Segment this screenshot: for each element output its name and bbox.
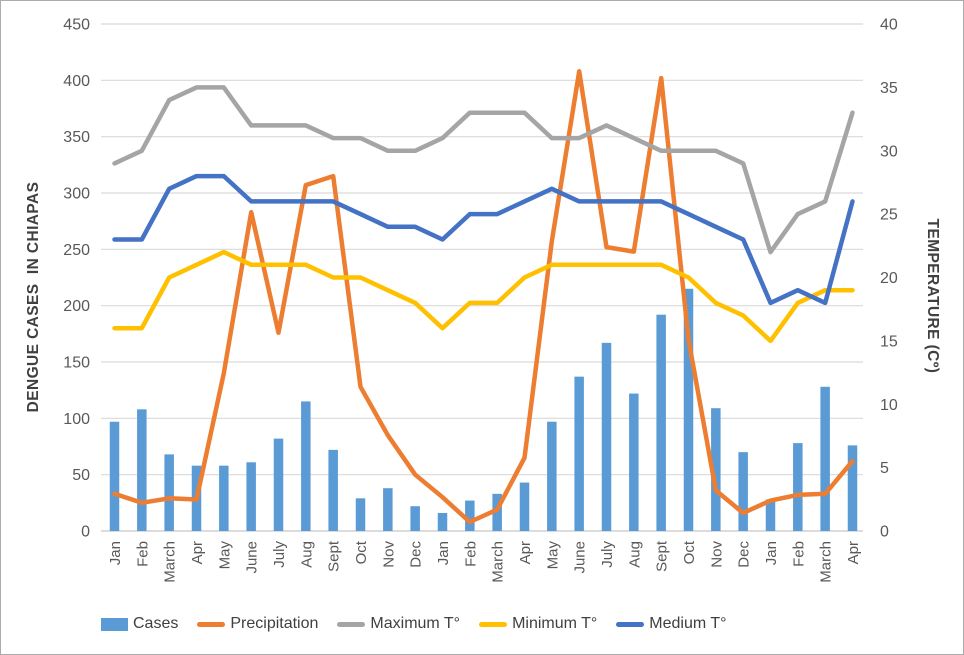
cases-bar (219, 465, 229, 531)
right-axis-tick-label: 5 (880, 460, 889, 477)
right-axis-tick-label: 15 (880, 333, 898, 350)
x-axis-label: July (599, 541, 616, 568)
left-axis-title: DENGUE CASES IN CHIAPAS (25, 182, 42, 413)
cases-bar (137, 409, 147, 531)
legend-label: Maximum T° (370, 615, 461, 632)
legend-label: Precipitation (230, 615, 319, 632)
x-axis-label: Apr (517, 541, 534, 564)
medium-t-swatch-icon (616, 621, 645, 627)
x-axis-label: Feb (790, 541, 807, 567)
minimum-t-line (112, 249, 855, 344)
right-axis-tick-label: 25 (880, 207, 898, 224)
x-axis-label: Jan (763, 541, 780, 565)
cases-bar (793, 443, 803, 531)
cases-bar (246, 462, 256, 531)
legend-item-precipitation[interactable]: Precipitation (197, 615, 318, 633)
x-axis-label: Apr (189, 541, 206, 564)
right-axis-title: TEMPERATURE (Cº) (924, 219, 941, 374)
left-axis-tick-label: 150 (63, 355, 90, 372)
left-axis-tick-label: 350 (63, 129, 90, 146)
maximum-t-line (112, 85, 855, 255)
cases-bar (492, 493, 502, 531)
left-axis-tick-label: 250 (63, 242, 90, 259)
precipitation-line (112, 69, 855, 525)
legend-item-medium-t[interactable]: Medium T° (616, 615, 727, 633)
x-axis-label: Sept (326, 540, 343, 572)
cases-bar (574, 376, 584, 531)
cases-bar (711, 408, 721, 531)
x-axis-label: March (162, 541, 179, 583)
cases-bar (738, 452, 748, 531)
x-axis-label: Aug (626, 541, 643, 568)
cases-bar (328, 449, 338, 531)
left-axis-tick-label: 300 (63, 186, 90, 203)
cases-bar (683, 288, 694, 531)
minimum-t-swatch-icon (479, 621, 508, 627)
x-axis-label: June (244, 541, 261, 574)
x-axis-label: Oct (681, 540, 698, 564)
cases-bar (519, 482, 530, 531)
x-axis-label: Dec (736, 541, 753, 568)
x-axis-label: Feb (462, 541, 479, 567)
right-axis-tick-label: 40 (880, 17, 898, 34)
x-axis-label: Sept (654, 540, 671, 572)
left-axis-tick-label: 50 (72, 467, 90, 484)
right-axis-tick-label: 0 (880, 524, 889, 541)
x-axis-label: Apr (845, 541, 862, 564)
chart-legend: Cases Precipitation Maximum T° Minimum T… (101, 610, 881, 638)
medium-t-line (112, 173, 855, 306)
x-axis-label: Oct (353, 540, 370, 564)
cases-bar (410, 506, 420, 531)
x-axis-label: Aug (298, 541, 315, 568)
x-axis-label: June (572, 541, 589, 574)
legend-label: Medium T° (649, 615, 727, 632)
x-axis-label: Jan (435, 541, 452, 565)
x-axis-label: July (271, 541, 288, 568)
x-axis-label: March (818, 541, 835, 583)
left-axis-tick-label: 100 (63, 411, 90, 428)
legend-label: Minimum T° (512, 615, 598, 632)
cases-bar (355, 498, 366, 531)
cases-bar (656, 314, 666, 531)
x-axis-label: Feb (134, 541, 151, 567)
right-axis-tick-label: 10 (880, 397, 898, 414)
x-axis-label: May (216, 541, 233, 570)
left-axis-tick-label: 0 (81, 524, 90, 541)
cases-bar (273, 438, 284, 531)
right-axis-tick-label: 30 (880, 143, 898, 160)
cases-bar (109, 421, 120, 531)
left-axis-tick-label: 450 (63, 17, 90, 34)
precipitation-swatch-icon (197, 621, 226, 627)
cases-bar (847, 445, 858, 531)
x-axis-label: Jan (107, 541, 124, 565)
cases-bar (820, 386, 830, 531)
cases-bar (301, 401, 311, 531)
maximum-t-swatch-icon (337, 621, 366, 627)
cases-bar (383, 488, 393, 531)
x-axis-label: May (544, 541, 561, 570)
left-axis-tick-label: 400 (63, 73, 90, 90)
cases-bar (547, 421, 557, 531)
legend-item-cases[interactable]: Cases (101, 615, 178, 633)
cases-bar (629, 393, 639, 531)
x-axis-label: March (490, 541, 507, 583)
x-axis-label: Nov (708, 541, 725, 568)
legend-item-maximum-t[interactable]: Maximum T° (337, 615, 460, 633)
right-axis-tick-label: 35 (880, 80, 898, 97)
cases-bar (465, 500, 475, 531)
cases-bar (765, 499, 776, 531)
cases-bar (164, 454, 174, 531)
x-axis-label: Nov (380, 541, 397, 568)
cases-swatch-icon (101, 617, 128, 631)
legend-label: Cases (133, 615, 179, 632)
cases-bar (437, 512, 448, 531)
legend-item-minimum-t[interactable]: Minimum T° (479, 615, 597, 633)
right-axis-tick-label: 20 (880, 270, 898, 287)
cases-bar (601, 342, 612, 531)
x-axis-label: Dec (408, 541, 425, 568)
left-axis-tick-label: 200 (63, 298, 90, 315)
